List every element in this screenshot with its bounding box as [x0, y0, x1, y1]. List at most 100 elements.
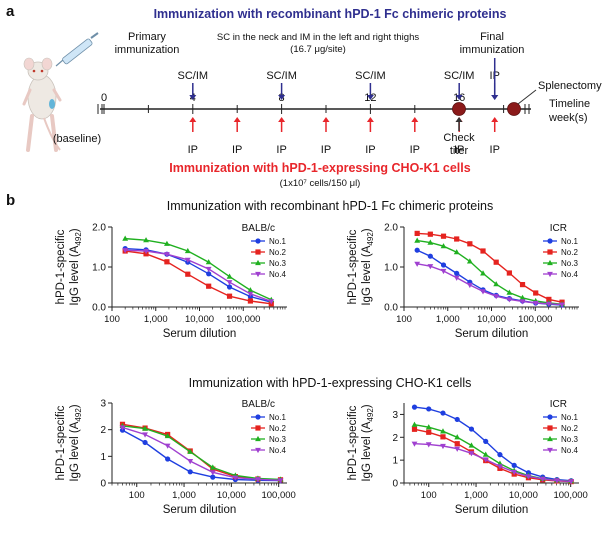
data-point: [480, 248, 486, 254]
legend-entry: No.2: [251, 248, 286, 257]
chart-2: 0.0 1.0 2.0 100 1,000 10,000 100,000 Serum dilu…: [347, 223, 579, 340]
data-point: [255, 238, 261, 244]
data-point: [255, 447, 261, 454]
x-tick-label: 100: [396, 314, 412, 325]
x-tick-label: 1,000: [144, 314, 168, 325]
legend-entry: No.4: [251, 270, 286, 279]
cell-ip-label: IP: [410, 144, 420, 156]
cell-ip-label: IP: [321, 144, 331, 156]
data-point: [506, 297, 513, 303]
y-tick-label: 3: [392, 410, 398, 421]
series-line: [125, 247, 272, 303]
legend-label: No.3: [269, 259, 286, 268]
data-point: [533, 290, 539, 296]
sc-im-label: SC/IM: [355, 70, 386, 82]
protein-injection-arrow-head: [366, 95, 374, 100]
x-tick-label: 100,000: [226, 314, 260, 325]
data-point: [453, 275, 460, 281]
y-axis-label-line-2: IgG level (A492): [69, 228, 83, 305]
data-point: [440, 243, 447, 249]
primary-immunization-label-2: immunization: [115, 44, 180, 56]
data-point: [426, 406, 432, 412]
legend-entry: No.1: [251, 237, 286, 246]
y-axis-label-line-1: hPD-1-specific: [55, 405, 67, 480]
y-tick-label: 1: [100, 452, 106, 463]
route-note-1: SC in the neck and IM in the left and ri…: [217, 32, 420, 43]
legend-entry: No.1: [543, 413, 578, 422]
data-point: [440, 410, 446, 416]
series-line: [122, 426, 281, 481]
primary-immunization-label-1: Primary: [128, 31, 166, 43]
data-point: [546, 296, 552, 302]
data-point: [547, 447, 553, 454]
data-point: [482, 451, 489, 457]
final-immunization-label-2: immunization: [460, 44, 525, 56]
y-tick-label: 1: [392, 456, 398, 467]
cell-injection-arrow-head: [233, 117, 241, 122]
chart-1: 0.0 1.0 2.0 100 1,000 10,000 100,000 Serum dilu…: [55, 223, 287, 340]
data-point: [411, 421, 418, 427]
data-point: [184, 247, 191, 254]
series-no2: [119, 421, 284, 483]
x-tick-label: 100: [129, 490, 145, 501]
data-point: [440, 268, 447, 275]
strain-title: ICR: [550, 399, 567, 410]
series-line: [122, 425, 281, 481]
data-point: [454, 270, 460, 276]
y-tick-label: 1.0: [92, 263, 106, 274]
x-axis-label: Serum dilution: [455, 504, 529, 516]
x-tick-label: 1,000: [172, 490, 196, 501]
data-point: [277, 478, 284, 484]
data-point: [122, 248, 129, 254]
x-axis-label: Serum dilution: [163, 328, 237, 340]
legend-entry: No.3: [251, 259, 286, 268]
data-point: [545, 301, 552, 307]
data-point: [143, 237, 149, 243]
cell-injection-arrow-head: [278, 117, 286, 122]
data-point: [525, 474, 532, 480]
data-point: [427, 231, 433, 237]
x-tick-label: 10,000: [185, 314, 214, 325]
legend-entry: No.2: [251, 424, 286, 433]
data-point: [414, 247, 420, 253]
legend-label: No.2: [561, 424, 578, 433]
splenectomy-pointer: [517, 89, 537, 105]
data-point: [255, 425, 261, 431]
check-titer-label-2: titer: [450, 145, 469, 157]
series-line: [125, 237, 272, 301]
data-point: [454, 434, 461, 440]
data-point: [493, 259, 499, 265]
data-point: [506, 289, 513, 295]
data-point: [226, 280, 233, 286]
data-point: [454, 236, 460, 242]
data-point: [268, 299, 275, 305]
y-tick-label: 3: [100, 399, 106, 410]
data-point: [440, 434, 446, 440]
x-tick-label: 10,000: [509, 490, 538, 501]
data-point: [547, 271, 553, 278]
data-point: [425, 424, 432, 430]
series-no4: [411, 441, 575, 485]
timeline: 0481216SC/IMSC/IMSC/IMSC/IMIPIPIPIPIPIPI…: [97, 58, 537, 156]
data-point: [519, 294, 526, 300]
data-point: [468, 442, 475, 448]
cell-ip-label: IP: [188, 144, 198, 156]
data-point: [142, 439, 148, 446]
data-point: [547, 249, 553, 255]
cell-injection-arrow-head: [189, 117, 197, 122]
data-point: [493, 281, 500, 287]
data-point: [210, 474, 216, 480]
panel-a-protein-title: Immunization with recombinant hPD-1 Fc c…: [154, 7, 507, 21]
cell-injection-arrow-head: [322, 117, 330, 122]
data-point: [142, 432, 148, 438]
cell-dose-note: (1x10⁷ cells/150 μl): [280, 178, 361, 189]
data-point: [164, 259, 170, 265]
protein-injection-arrow-head: [278, 95, 286, 100]
legend-label: No.4: [561, 270, 578, 279]
data-point: [185, 271, 191, 277]
y-tick-label: 1.0: [384, 263, 398, 274]
data-point: [255, 249, 261, 255]
data-point: [506, 270, 512, 276]
series-no1: [119, 427, 284, 484]
data-point: [440, 443, 446, 450]
